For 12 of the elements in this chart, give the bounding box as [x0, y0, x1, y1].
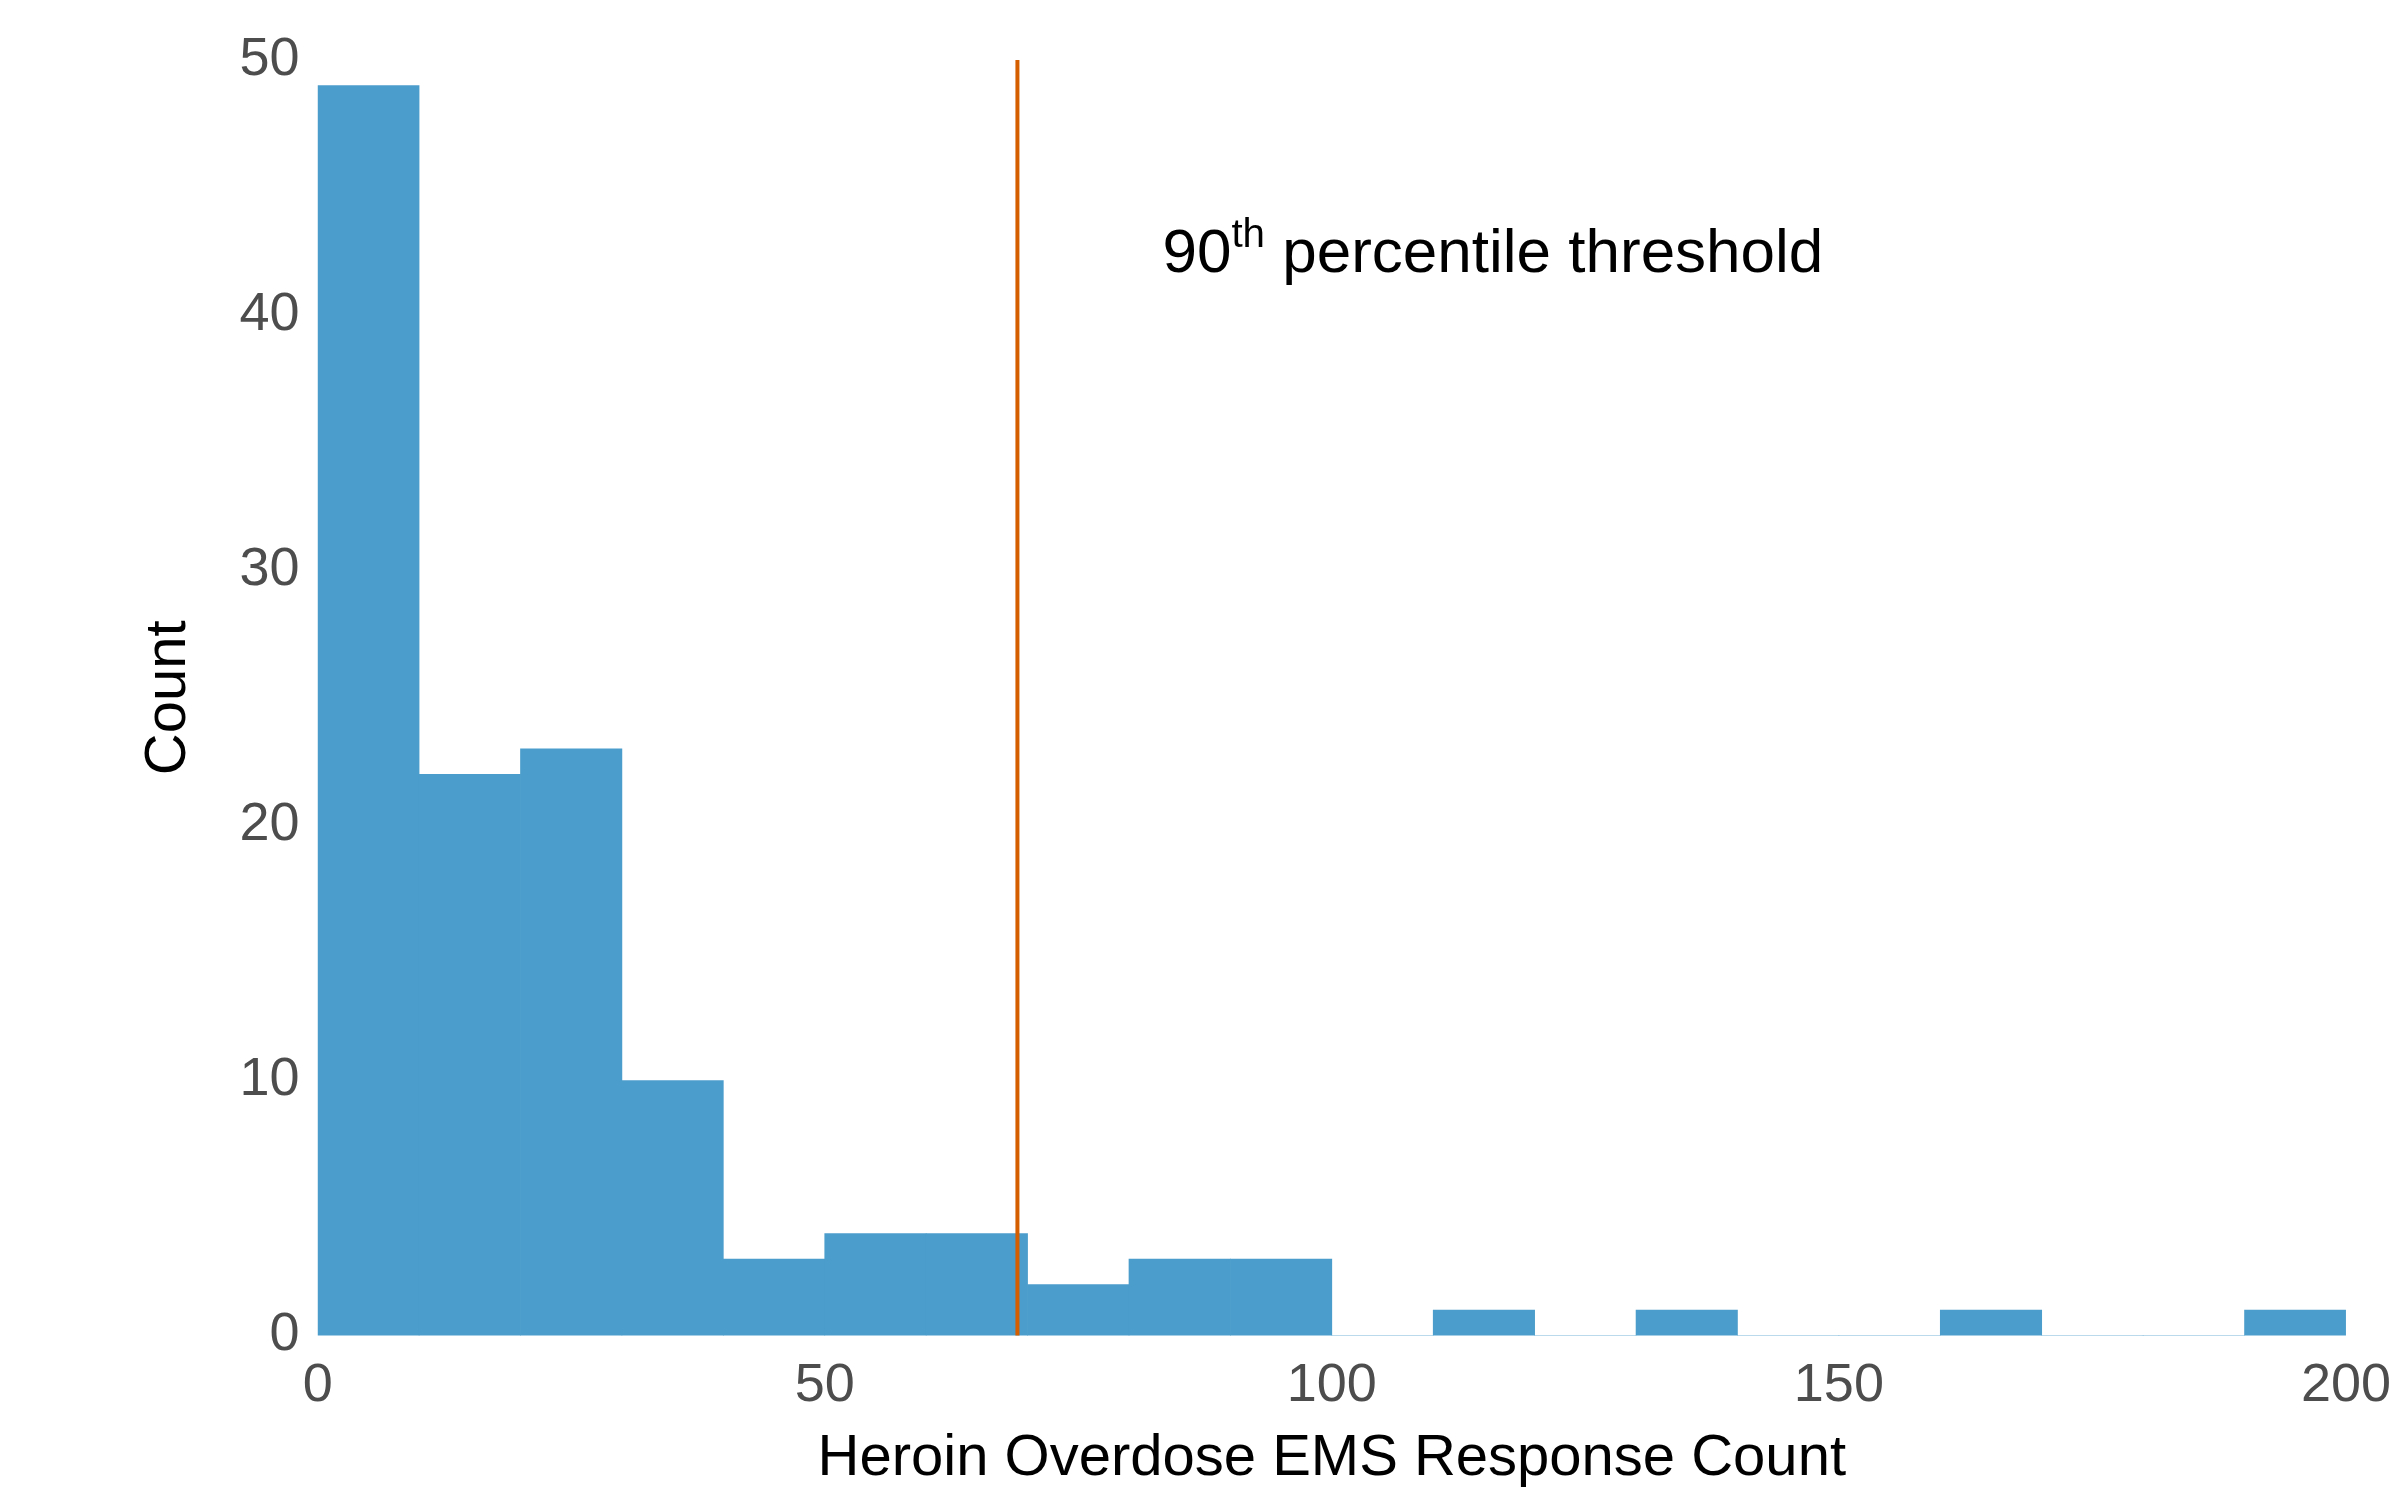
- y-tick-label: 30: [239, 536, 300, 597]
- y-tick-label: 20: [239, 791, 300, 852]
- y-tick-label: 10: [239, 1046, 300, 1107]
- x-tick-label: 100: [1286, 1351, 1377, 1412]
- x-axis-title: Heroin Overdose EMS Response Count: [817, 1422, 1847, 1488]
- y-tick-label: 0: [269, 1301, 300, 1362]
- y-tick-label: 50: [239, 25, 300, 86]
- x-tick-label: 50: [794, 1351, 855, 1412]
- x-tick-label: 150: [1793, 1351, 1884, 1412]
- x-tick-label: 200: [2300, 1351, 2392, 1412]
- y-tick-label: 40: [239, 281, 300, 342]
- y-axis-title: Count: [131, 620, 197, 776]
